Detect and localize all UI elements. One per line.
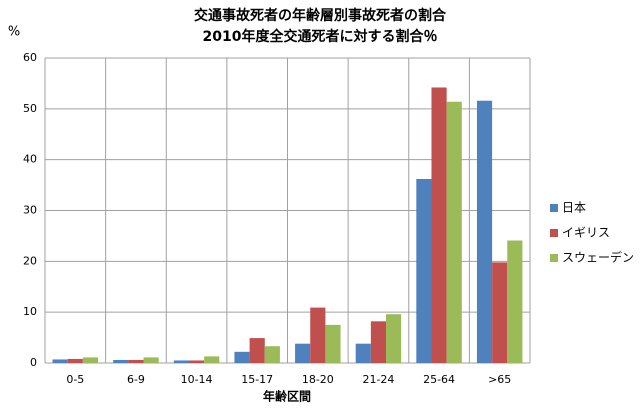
x-tick-label: >65: [488, 373, 511, 386]
x-tick-label: 15-17: [241, 373, 273, 386]
y-tick-label: 10: [23, 305, 37, 318]
x-tick-label: 6-9: [127, 373, 145, 386]
x-axis-label: 年齢区間: [263, 389, 311, 404]
bar: [128, 359, 144, 363]
y-tick-label: 60: [23, 51, 37, 64]
bar: [188, 360, 205, 363]
chart-title: 交通事故死者の年齢層別事故死者の割合: [194, 7, 447, 24]
y-tick-label: 20: [23, 254, 37, 267]
bar: [52, 359, 68, 363]
bar: [492, 262, 508, 363]
bar: [446, 101, 462, 363]
bar: [310, 307, 326, 363]
legend-swatch: [550, 204, 558, 212]
x-tick-label: 18-20: [302, 373, 334, 386]
bar: [173, 360, 189, 363]
legend-label: 日本: [562, 201, 586, 215]
y-axis-label: %: [8, 25, 20, 40]
bar: [370, 321, 387, 363]
x-tick-label: 21-24: [362, 373, 394, 386]
legend-label: イギリス: [562, 226, 610, 240]
bar: [249, 338, 265, 363]
legend-swatch: [550, 229, 558, 237]
legend-swatch: [550, 254, 558, 262]
chart-subtitle: 2010年度全交通死者に対する割合％: [203, 28, 438, 45]
bar: [113, 359, 129, 363]
x-tick-label: 0-5: [66, 373, 84, 386]
bar: [476, 100, 493, 363]
legend-label: スウェーデン: [562, 250, 634, 265]
y-tick-label: 50: [23, 102, 37, 115]
bar: [234, 351, 250, 363]
x-tick-label: 10-14: [181, 373, 213, 386]
bar: [507, 240, 523, 363]
y-tick-label: 30: [23, 204, 37, 217]
bar: [204, 356, 220, 363]
x-tick-label: 25-64: [423, 373, 455, 386]
y-tick-label: 40: [23, 153, 37, 166]
bar: [416, 178, 432, 363]
bar: [325, 324, 341, 363]
bar: [355, 343, 371, 363]
bar: [295, 343, 311, 363]
bar: [264, 346, 280, 363]
bar: [67, 358, 83, 363]
bar: [386, 314, 402, 363]
y-tick-label: 0: [30, 356, 37, 369]
bar: [431, 87, 447, 363]
bar: [82, 357, 99, 363]
bar: [143, 357, 159, 363]
